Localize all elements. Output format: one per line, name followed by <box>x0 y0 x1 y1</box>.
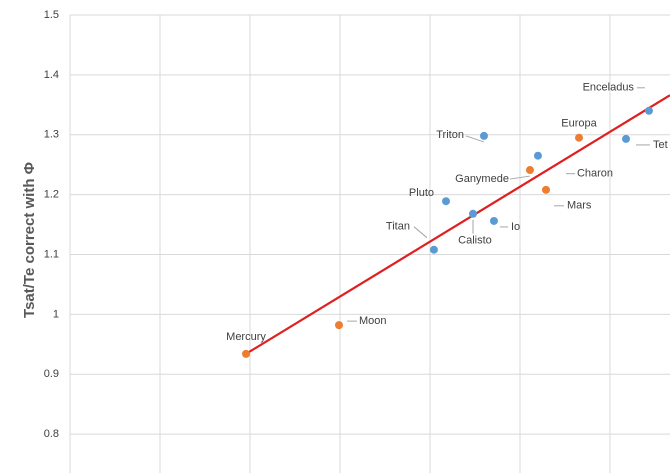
data-point <box>489 216 498 225</box>
data-point <box>533 151 542 160</box>
data-point <box>242 349 251 358</box>
leader-line <box>465 135 485 143</box>
y-tick-label: 1.1 <box>44 248 59 260</box>
leader-line <box>413 226 428 239</box>
point-label: Mars <box>567 200 592 212</box>
point-label: Triton <box>436 129 464 141</box>
y-tick-label: 1.2 <box>44 189 59 201</box>
point-label: Titan <box>386 221 410 233</box>
point-label: Pluto <box>409 187 434 199</box>
data-point <box>575 133 584 142</box>
point-label: Enceladus <box>583 82 635 94</box>
point-label: Charon <box>577 168 613 180</box>
point-label: Tet <box>653 139 668 151</box>
point-label: Mercury <box>226 331 266 343</box>
point-label: Europa <box>561 118 597 130</box>
data-point <box>429 245 438 254</box>
data-point <box>541 185 550 194</box>
point-label: Io <box>511 221 520 233</box>
trend-line <box>245 94 670 355</box>
y-tick-label: 1.3 <box>44 129 59 141</box>
y-tick-label: 1.4 <box>44 69 59 81</box>
data-point <box>334 321 343 330</box>
data-point <box>644 106 653 115</box>
point-label: Moon <box>359 315 387 327</box>
data-point <box>479 131 488 140</box>
y-tick-label: 1.5 <box>44 9 59 21</box>
point-label: Calisto <box>458 235 492 247</box>
y-axis-title: Tsat/Te correct with Φ <box>21 162 38 318</box>
y-tick-label: 0.8 <box>44 428 59 440</box>
data-point <box>468 209 477 218</box>
leader-line <box>509 175 531 180</box>
data-point <box>621 134 630 143</box>
data-point <box>525 166 534 175</box>
y-tick-label: 1 <box>53 308 59 320</box>
y-tick-label: 0.9 <box>44 368 59 380</box>
point-label: Ganymede <box>455 173 509 185</box>
data-point <box>442 197 451 206</box>
